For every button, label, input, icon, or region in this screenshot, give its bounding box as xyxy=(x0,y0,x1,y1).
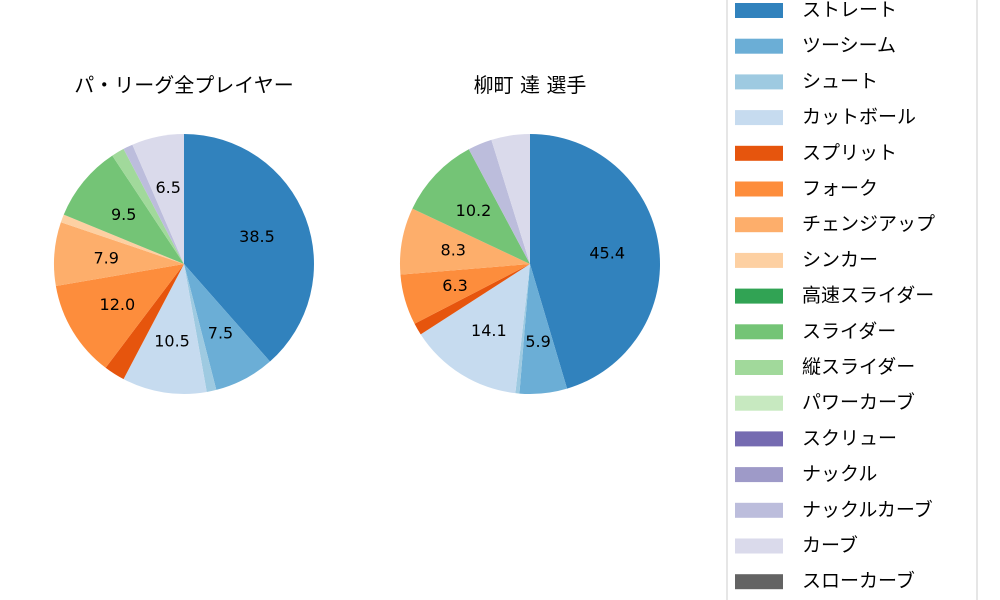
pie-slice xyxy=(420,264,530,394)
slice-value-label: 7.9 xyxy=(94,248,119,267)
legend-swatch xyxy=(735,574,783,590)
legend-swatch xyxy=(735,395,783,411)
legend-swatch xyxy=(735,467,783,483)
legend-swatch xyxy=(735,38,783,54)
pie-slice xyxy=(112,148,184,264)
slice-value-label: 14.1 xyxy=(471,321,507,340)
slice-value-label: 12.0 xyxy=(100,295,136,314)
pie-chart-player: 柳町 達 選手 45.4 5.9 14.1 6.3 8.3 10.2 xyxy=(399,73,661,395)
legend-frame xyxy=(726,0,978,600)
legend-label: ナックル xyxy=(802,463,877,485)
legend-swatch xyxy=(735,181,783,197)
pie-slice xyxy=(400,264,530,324)
pie-slice xyxy=(412,149,530,264)
legend-label: ナックルカーブ xyxy=(802,498,933,521)
pie-slice xyxy=(55,264,185,368)
legend-label: シンカー xyxy=(802,249,878,271)
pie-slice xyxy=(184,264,217,392)
pie-slice xyxy=(184,264,270,390)
slice-value-label: 6.5 xyxy=(155,178,180,197)
legend-swatch xyxy=(735,3,783,18)
pie-slice xyxy=(530,133,661,389)
legend-swatch xyxy=(735,431,783,447)
legend-swatch xyxy=(735,538,783,554)
pie-slice xyxy=(414,264,530,335)
slice-value-label: 9.5 xyxy=(111,205,136,224)
legend-label: ツーシーム xyxy=(802,35,896,57)
legend-swatch xyxy=(735,74,783,90)
pie-slice xyxy=(54,222,184,286)
legend-label: スローカーブ xyxy=(802,569,915,592)
legend-label: シュート xyxy=(802,70,878,92)
pie-chart-league: パ・リーグ全プレイヤー 38.5 7.5 10.5 12.0 7.9 9.5 6.5 xyxy=(54,73,314,394)
slice-value-label: 10.2 xyxy=(456,201,492,220)
pie-slice xyxy=(515,264,530,394)
pie-slice xyxy=(60,214,184,264)
pie-slice xyxy=(105,264,184,380)
legend-label: 高速スライダー xyxy=(802,285,934,307)
legend-swatch xyxy=(735,324,783,340)
chart-title-player: 柳町 達 選手 xyxy=(474,73,587,97)
legend-label: スプリット xyxy=(802,142,897,164)
chart-title-league: パ・リーグ全プレイヤー xyxy=(74,73,293,97)
legend: ストレートツーシームシュートカットボールスプリットフォークチェンジアップシンカー… xyxy=(726,0,978,600)
legend-label: フォーク xyxy=(802,178,878,200)
pie-slice xyxy=(123,144,184,264)
legend-swatch xyxy=(735,502,783,518)
pie-slice xyxy=(63,155,184,264)
pie-slice xyxy=(184,134,314,362)
legend-swatch xyxy=(735,110,783,126)
legend-label: 縦スライダー xyxy=(802,356,915,378)
slice-value-label: 38.5 xyxy=(239,227,275,246)
legend-swatch xyxy=(735,360,783,375)
legend-swatch xyxy=(735,217,783,233)
legend-label: ストレート xyxy=(802,0,897,21)
slice-value-label: 6.3 xyxy=(442,276,467,295)
legend-swatch xyxy=(735,252,783,268)
pie-slice xyxy=(399,208,530,275)
slice-value-label: 7.5 xyxy=(208,323,233,342)
legend-label: カットボール xyxy=(802,106,916,128)
legend-swatch xyxy=(735,145,783,161)
legend-label: スクリュー xyxy=(802,427,897,449)
slice-value-label: 8.3 xyxy=(441,241,466,260)
slice-value-label: 45.4 xyxy=(589,243,625,262)
legend-label: チェンジアップ xyxy=(802,213,935,235)
pie-slice xyxy=(519,264,568,395)
slice-value-label: 10.5 xyxy=(154,332,190,351)
legend-label: カーブ xyxy=(802,534,858,557)
pie-slice xyxy=(123,264,207,394)
slice-value-label: 5.9 xyxy=(525,332,550,351)
legend-swatch xyxy=(735,288,783,304)
pie-slice xyxy=(491,134,530,264)
pie-slice xyxy=(468,139,530,264)
legend-label: スライダー xyxy=(802,320,896,342)
legend-label: パワーカーブ xyxy=(802,391,915,414)
pie-slice xyxy=(132,134,184,264)
